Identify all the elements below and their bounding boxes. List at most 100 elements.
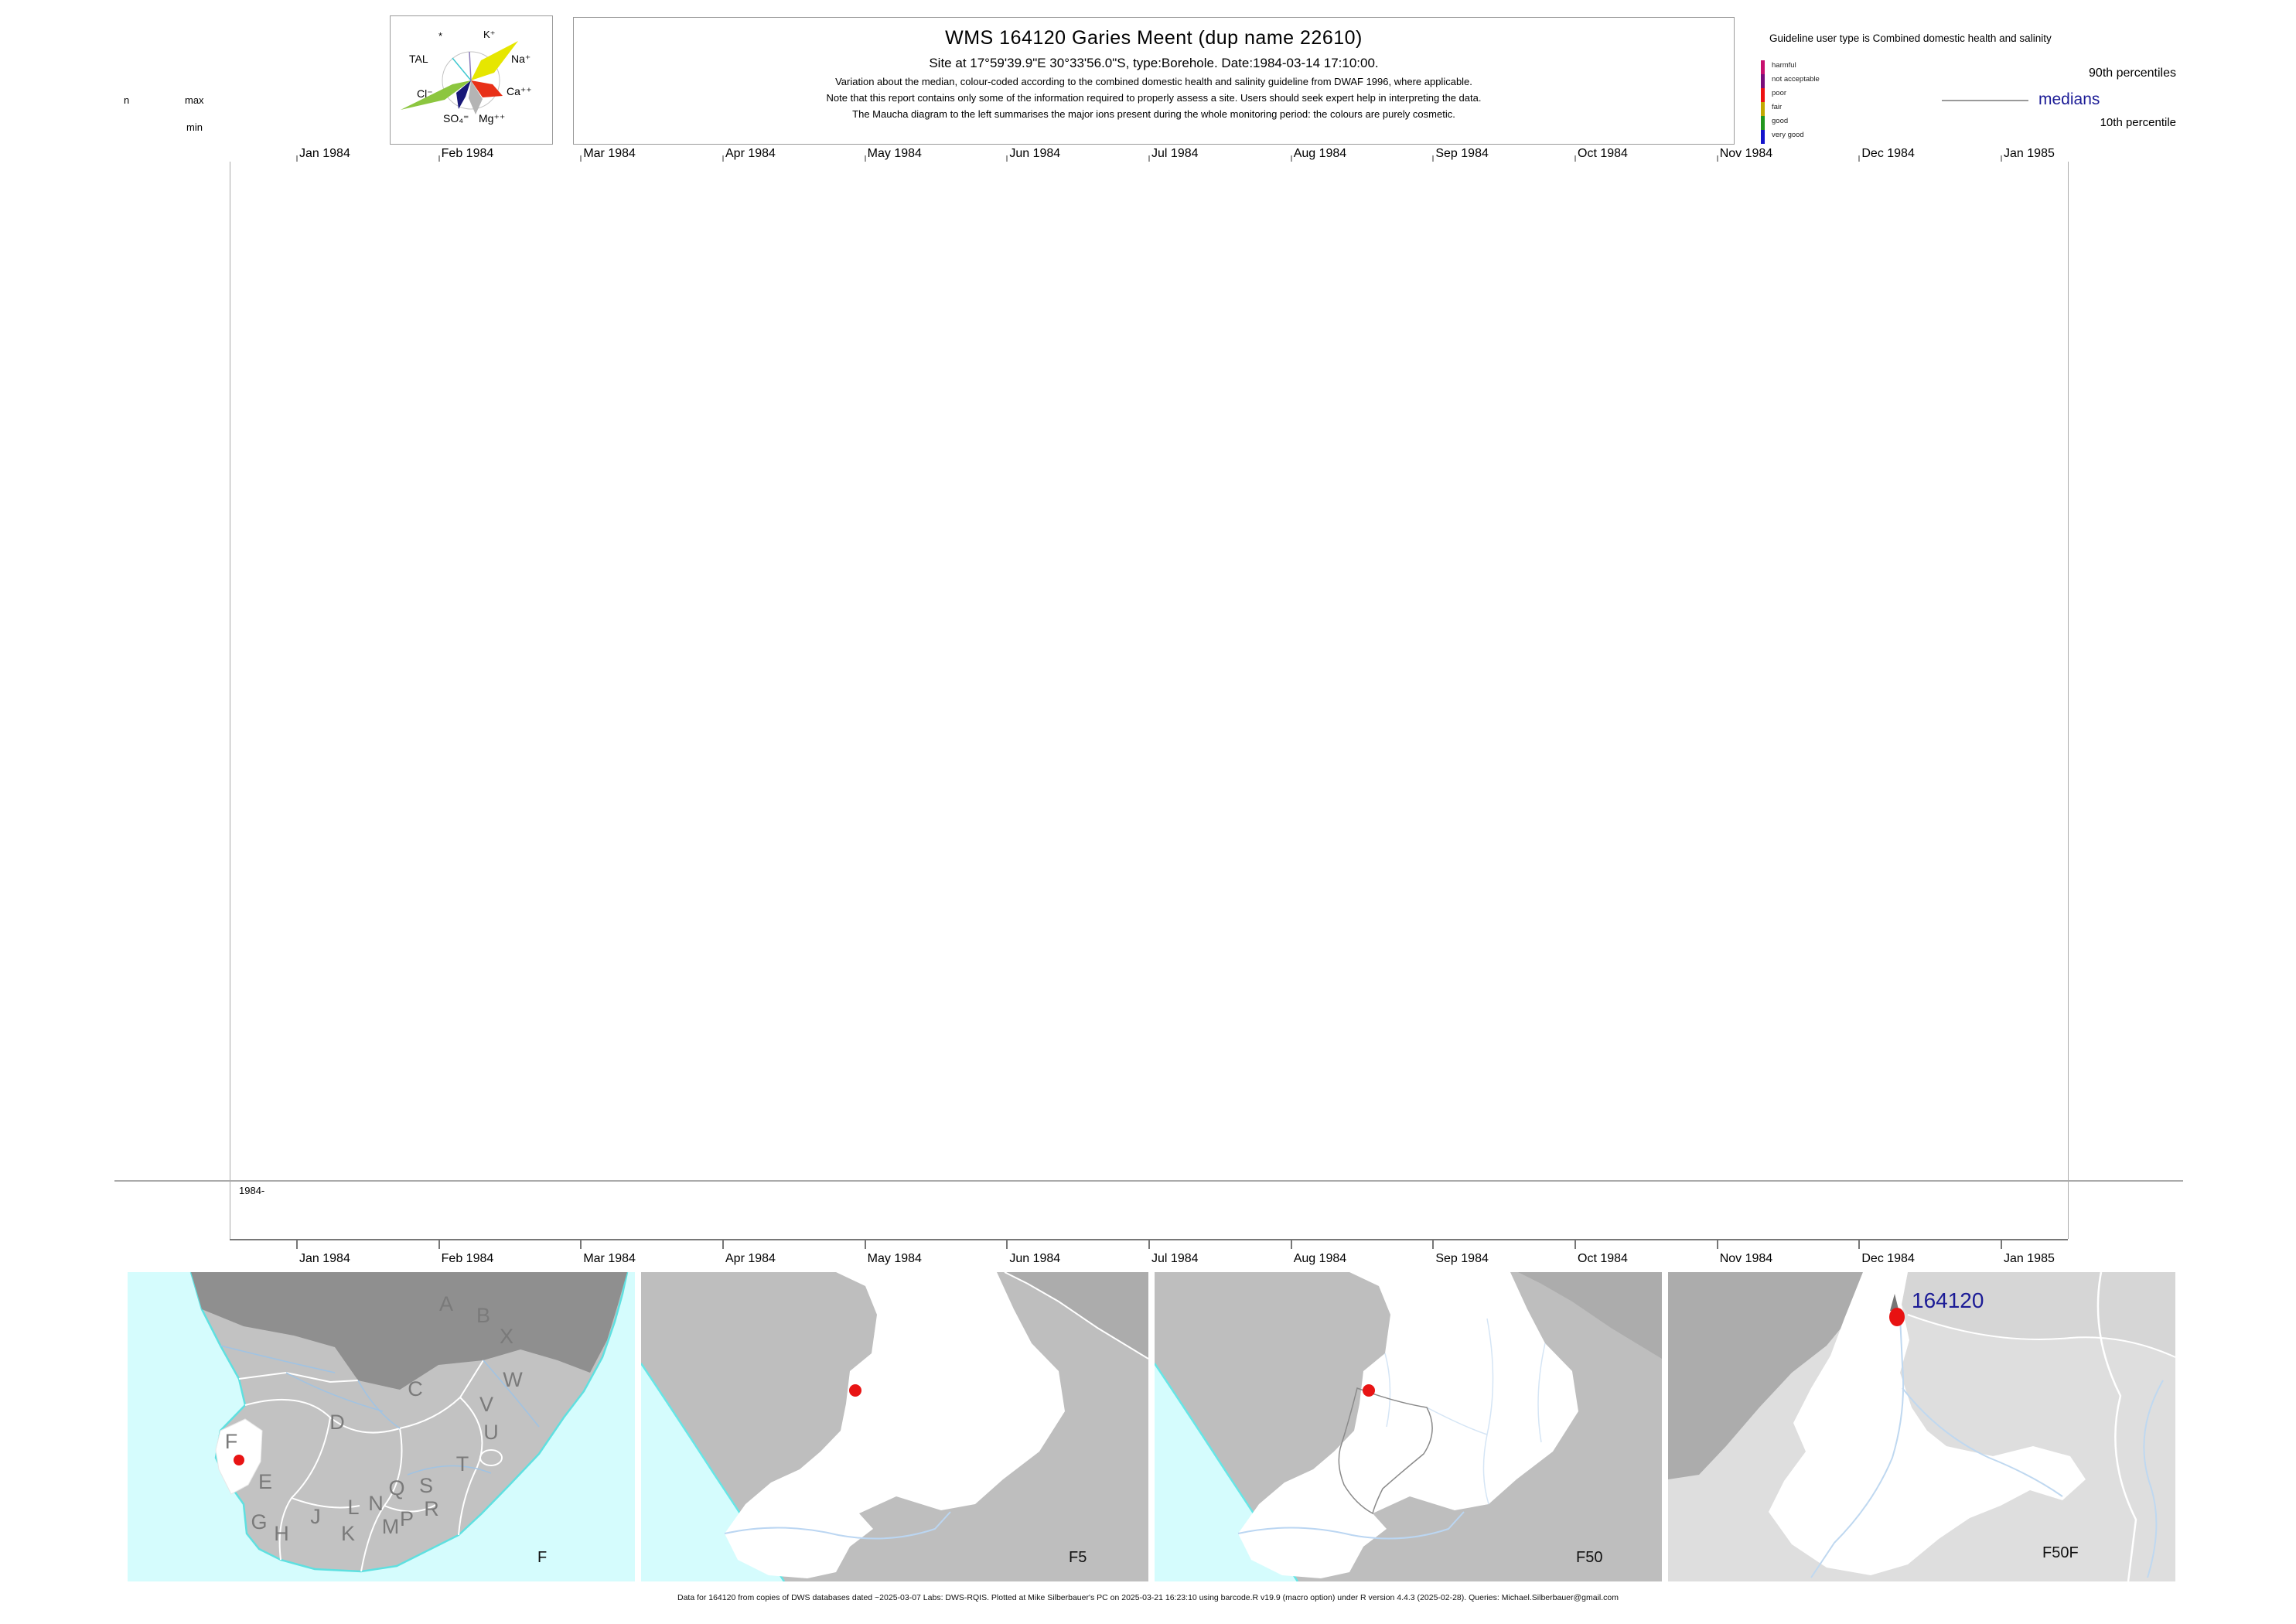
- note-disclaimer: Note that this report contains only some…: [826, 92, 1482, 104]
- maucha-diagram: * K⁺ TAL Na⁺ Cl⁻ Ca⁺⁺ SO₄⁼ Mg⁺⁺: [390, 15, 553, 145]
- column-header-min: min: [186, 121, 203, 133]
- maucha-line-k: [469, 51, 472, 81]
- rivers: [220, 1345, 540, 1476]
- title-box: WMS 164120 Garies Meent (dup name 22610)…: [573, 17, 1735, 145]
- month-label: Feb 1984: [441, 1252, 494, 1265]
- catchment-highlight: [1769, 1272, 2086, 1575]
- land-north-band: [1863, 1272, 2175, 1357]
- month-label: Jun 1984: [1009, 147, 1061, 160]
- month-tick: [1858, 1239, 1861, 1249]
- month-label: May 1984: [867, 1252, 922, 1265]
- maucha-circle: [442, 51, 500, 110]
- month-tick: [722, 1239, 724, 1249]
- month-label: Feb 1984: [441, 147, 494, 160]
- site-marker: [1889, 1308, 1905, 1326]
- legend-seg-not-acceptable: [1761, 74, 1765, 88]
- month-label: Oct 1984: [1578, 147, 1628, 160]
- drainage-region-letter: H: [274, 1522, 289, 1545]
- drainage-region-letter: U: [483, 1421, 499, 1444]
- maucha-svg: * K⁺ TAL Na⁺ Cl⁻ Ca⁺⁺ SO₄⁼ Mg⁺⁺: [401, 29, 532, 125]
- drainage-region-letter: E: [258, 1470, 272, 1493]
- drainage-region-letter: Q: [388, 1476, 404, 1499]
- legend-seg-very-good: [1761, 130, 1765, 144]
- legend-label-not-acceptable: not acceptable: [1772, 75, 1820, 84]
- month-tick: [1290, 1239, 1292, 1249]
- month-tick: [438, 1239, 440, 1249]
- land-northeast: [1518, 1272, 1662, 1359]
- catchment-highlight: [725, 1272, 1065, 1578]
- month-label: Mar 1984: [583, 147, 636, 160]
- region-border-east: [2096, 1271, 2137, 1582]
- guideline-title: Guideline user type is Combined domestic…: [1769, 32, 2052, 44]
- month-tick: [438, 155, 440, 162]
- month-tick: [1148, 155, 1151, 162]
- median-legend-label: medians: [2038, 90, 2100, 108]
- month-tick: [1006, 155, 1008, 162]
- month-label: Oct 1984: [1578, 1252, 1628, 1265]
- drainage-region-letter: R: [424, 1497, 439, 1520]
- map-panel-quaternary: 164120 F50F: [1668, 1271, 2176, 1582]
- drainage-region-letter: K: [341, 1522, 355, 1545]
- p10-legend-label: 10th percentile: [2100, 116, 2176, 129]
- month-tick: [864, 1239, 866, 1249]
- region-border-north: [1907, 1314, 2176, 1358]
- month-label: Nov 1984: [1719, 147, 1773, 160]
- map-panel-region: F5: [640, 1271, 1149, 1582]
- map-panel-secondary: F50: [1153, 1272, 1662, 1582]
- map-region-f50f: 164120: [1668, 1271, 2176, 1582]
- month-tick: [2001, 155, 2003, 162]
- region-border: [1004, 1271, 1149, 1360]
- month-label: Nov 1984: [1719, 1252, 1773, 1265]
- drainage-region-letter: X: [500, 1325, 513, 1348]
- month-axis-bottom: Jan 1984 Feb 1984 Mar 1984 Apr 1984 May 1984…: [230, 1239, 2068, 1271]
- drainage-region-letter: T: [456, 1452, 469, 1476]
- maucha-line-tal: [452, 57, 472, 81]
- legend-seg-fair: [1761, 102, 1765, 116]
- month-label: Jul 1984: [1151, 147, 1199, 160]
- month-tick: [1148, 1239, 1151, 1249]
- maucha-label-star: *: [438, 30, 442, 42]
- month-label: Apr 1984: [725, 1252, 776, 1265]
- legend-label-poor: poor: [1772, 89, 1787, 97]
- page-title: WMS 164120 Garies Meent (dup name 22610): [945, 27, 1363, 49]
- site-number-label: 164120: [1912, 1288, 1984, 1312]
- legend-seg-poor: [1761, 88, 1765, 102]
- maucha-label-so4: SO₄⁼: [443, 112, 469, 125]
- map-south-africa: A BX C WVU D F T E Q S L N R G J M P H K: [128, 1271, 635, 1581]
- month-label: Mar 1984: [583, 1252, 636, 1265]
- month-tick: [1716, 155, 1718, 162]
- maucha-label-k: K⁺: [483, 29, 496, 40]
- maucha-label-na: Na⁺: [511, 53, 531, 65]
- month-tick: [1290, 155, 1292, 162]
- month-label: Aug 1984: [1293, 1252, 1347, 1265]
- month-tick: [580, 155, 582, 162]
- month-tick: [580, 1239, 582, 1249]
- site-marker: [1363, 1384, 1375, 1397]
- land-neighbours: [191, 1272, 627, 1390]
- drainage-region-letter: M: [382, 1515, 400, 1538]
- month-axis-top: Jan 1984 Feb 1984 Mar 1984 Apr 1984 May 1984…: [230, 145, 2068, 162]
- subcatchment-border: [1338, 1387, 1433, 1515]
- maucha-wedge-so4: [456, 80, 471, 109]
- month-tick: [296, 155, 298, 162]
- land-northwest: [1668, 1272, 1863, 1479]
- month-tick: [1432, 155, 1435, 162]
- month-label: Jul 1984: [1151, 1252, 1199, 1265]
- month-label: Apr 1984: [725, 147, 776, 160]
- drainage-region-letter: N: [368, 1492, 384, 1515]
- rivers: [1810, 1316, 2164, 1578]
- maucha-wedge-ca: [471, 80, 503, 97]
- region-borders: [238, 1360, 503, 1572]
- guideline-colorbar: [1761, 60, 1765, 144]
- river: [724, 1511, 951, 1540]
- map-label-f: F: [537, 1549, 548, 1566]
- coastline: [189, 1271, 629, 1573]
- maucha-wedge-mg: [469, 80, 483, 114]
- month-tick: [296, 1239, 298, 1249]
- land-northeast: [1005, 1272, 1148, 1359]
- drainage-region-letter: G: [251, 1510, 267, 1534]
- month-label: Jan 1984: [299, 147, 350, 160]
- month-label: Dec 1984: [1861, 1252, 1915, 1265]
